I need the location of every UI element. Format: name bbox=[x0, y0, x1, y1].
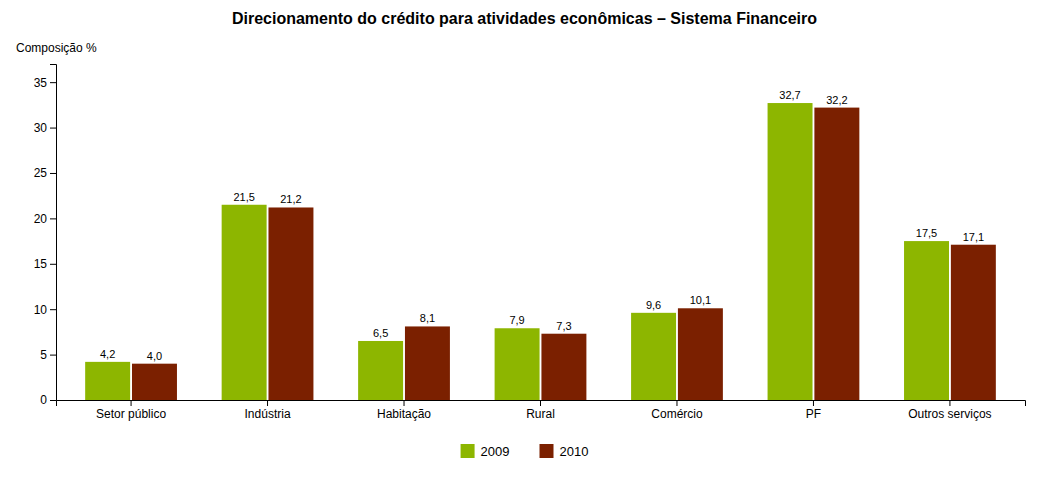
data-label: 32,7 bbox=[779, 89, 800, 101]
data-labels: 4,2 21,5 6,5 7,9 9,6 32,7 17,5 4,0 21,2 8,1 7,3 10,… bbox=[100, 89, 984, 362]
x-tick: Rural bbox=[526, 400, 555, 421]
y-tick: 10 bbox=[34, 303, 56, 317]
x-tick: PF bbox=[806, 400, 821, 421]
y-tick-mark bbox=[50, 82, 56, 83]
y-tick-label: 10 bbox=[34, 303, 48, 317]
data-label: 32,2 bbox=[826, 94, 847, 106]
y-tick-label: 20 bbox=[34, 212, 48, 226]
x-tick-label: PF bbox=[806, 407, 821, 421]
data-label: 7,9 bbox=[509, 314, 524, 326]
chart: 4,2 21,5 6,5 7,9 9,6 32,7 17,5 4,0 21,2 8,1 7,3 10,… bbox=[0, 0, 1049, 478]
bar bbox=[85, 362, 130, 400]
x-tick-mark bbox=[949, 400, 950, 406]
legend-swatch bbox=[461, 444, 475, 458]
y-tick-mark bbox=[50, 355, 56, 356]
y-tick-label: 5 bbox=[40, 348, 47, 362]
y-tick-mark bbox=[50, 309, 56, 310]
bar bbox=[631, 313, 676, 400]
bar bbox=[495, 328, 540, 400]
legend-swatch bbox=[540, 444, 554, 458]
bar bbox=[268, 207, 313, 400]
x-tick-mark bbox=[813, 400, 814, 406]
bar bbox=[132, 364, 177, 400]
data-label: 4,0 bbox=[147, 350, 162, 362]
y-tick-label: 25 bbox=[34, 166, 48, 180]
x-tick-label: Setor público bbox=[96, 407, 166, 421]
y-tick-mark bbox=[50, 400, 56, 401]
bar-series bbox=[85, 103, 949, 400]
x-tick: Comércio bbox=[651, 400, 703, 421]
legend-label: 2009 bbox=[481, 444, 510, 459]
data-label: 17,1 bbox=[963, 231, 984, 243]
x-axis: Setor público Indústria Habitação Rural Comé… bbox=[57, 400, 1026, 421]
x-tick-mark bbox=[540, 400, 541, 406]
y-tick: 25 bbox=[34, 166, 56, 180]
x-tick-label: Indústria bbox=[245, 407, 291, 421]
legend-item: 2010 bbox=[540, 444, 589, 459]
y-tick: 0 bbox=[40, 393, 56, 407]
y-tick-label: 30 bbox=[34, 121, 48, 135]
data-label: 4,2 bbox=[100, 348, 115, 360]
x-axis-line bbox=[57, 401, 1026, 407]
y-tick: 30 bbox=[34, 121, 56, 135]
x-tick-mark bbox=[267, 400, 268, 406]
y-tick-label: 35 bbox=[34, 76, 48, 90]
x-tick-label: Rural bbox=[526, 407, 555, 421]
plot: 4,2 21,5 6,5 7,9 9,6 32,7 17,5 4,0 21,2 8,1 7,3 10,… bbox=[34, 65, 1026, 421]
y-tick-mark bbox=[50, 173, 56, 174]
bar bbox=[541, 334, 586, 400]
data-label: 9,6 bbox=[646, 299, 661, 311]
bar bbox=[951, 245, 996, 400]
y-tick: 15 bbox=[34, 257, 56, 271]
y-axis-label: Composição % bbox=[16, 41, 97, 55]
x-tick: Setor público bbox=[96, 400, 166, 421]
x-tick-label: Outros serviços bbox=[908, 407, 991, 421]
bar bbox=[678, 308, 723, 400]
bar bbox=[768, 103, 813, 400]
y-axis: 0 5 10 15 20 25 30 35 bbox=[34, 65, 57, 408]
bar bbox=[814, 108, 859, 400]
bar bbox=[358, 341, 403, 400]
y-tick: 20 bbox=[34, 212, 56, 226]
legend-label: 2010 bbox=[560, 444, 589, 459]
bar bbox=[405, 326, 450, 400]
x-tick: Habitação bbox=[377, 400, 431, 421]
bar-series bbox=[132, 108, 996, 400]
x-tick-label: Comércio bbox=[651, 407, 703, 421]
y-tick: 5 bbox=[40, 348, 56, 362]
data-label: 17,5 bbox=[916, 227, 937, 239]
data-label: 21,2 bbox=[280, 193, 301, 205]
y-tick-mark bbox=[50, 128, 56, 129]
y-axis-line bbox=[50, 65, 57, 401]
title: Direcionamento do crédito para atividade… bbox=[232, 10, 817, 27]
data-label: 6,5 bbox=[373, 327, 388, 339]
x-tick: Indústria bbox=[245, 400, 291, 421]
x-tick-mark bbox=[676, 400, 677, 406]
data-label: 10,1 bbox=[690, 294, 711, 306]
legend-item: 2009 bbox=[461, 444, 510, 459]
data-label: 21,5 bbox=[233, 191, 254, 203]
y-tick-label: 0 bbox=[40, 393, 47, 407]
x-tick: Outros serviços bbox=[908, 400, 991, 421]
bar bbox=[904, 241, 949, 400]
legend: 2009 2010 bbox=[461, 444, 589, 459]
data-label: 8,1 bbox=[420, 312, 435, 324]
y-tick: 35 bbox=[34, 76, 56, 90]
x-tick-mark bbox=[404, 400, 405, 406]
y-tick-mark bbox=[50, 264, 56, 265]
bars bbox=[85, 103, 996, 400]
y-tick-mark bbox=[50, 218, 56, 219]
y-tick-label: 15 bbox=[34, 257, 48, 271]
x-tick-label: Habitação bbox=[377, 407, 431, 421]
bar bbox=[222, 205, 267, 400]
data-label: 7,3 bbox=[556, 320, 571, 332]
x-tick-mark bbox=[131, 400, 132, 406]
